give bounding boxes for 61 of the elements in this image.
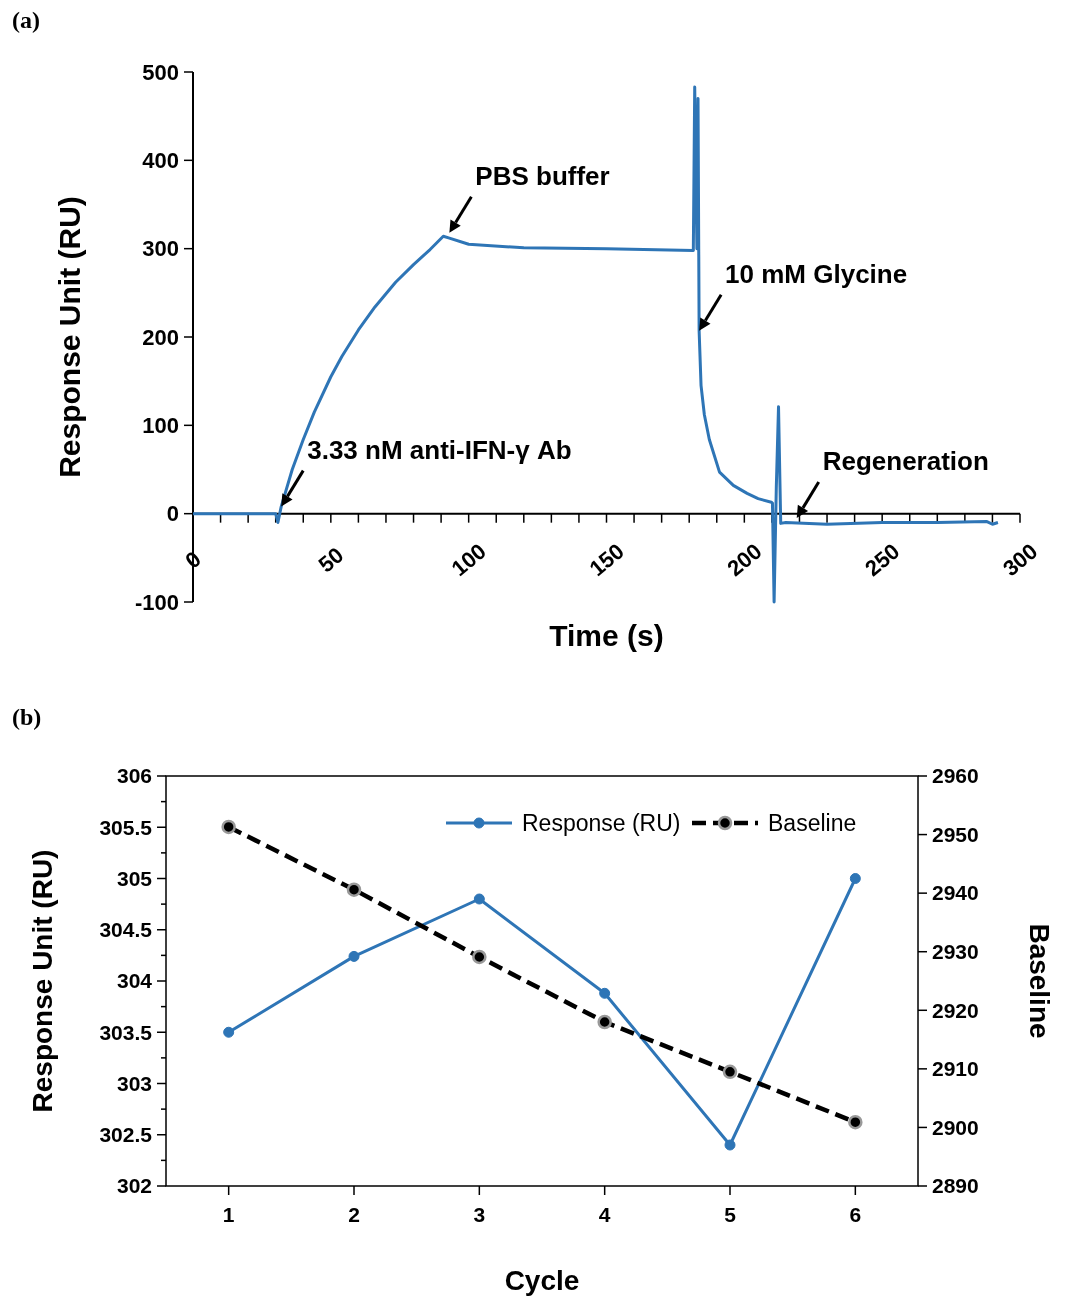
legend-label: Baseline — [768, 810, 857, 837]
y2-tick-label: 2920 — [932, 998, 979, 1022]
point — [722, 1064, 738, 1080]
y-tick-label: 304 — [116, 969, 153, 993]
y2-axis-title: Baseline — [1024, 923, 1055, 1039]
y-tick-label: 303 — [116, 1071, 152, 1095]
y-tick-label: -100 — [134, 589, 179, 615]
annotation: 10 mM Glycine — [725, 258, 908, 289]
y2-tick-label: 2930 — [932, 940, 979, 964]
annotation: Regeneration — [822, 446, 989, 477]
point — [346, 882, 362, 897]
x-tick-label: 300 — [998, 538, 1043, 582]
y2-tick-label: 2910 — [932, 1057, 979, 1081]
y-tick-label: 400 — [142, 148, 179, 174]
x-tick-label: 200 — [722, 538, 767, 582]
annotation: PBS buffer — [475, 160, 610, 191]
point — [221, 819, 236, 835]
y2-tick-label: 2940 — [932, 881, 979, 905]
y2-tick-label: 2950 — [932, 822, 979, 846]
y-tick-label: 305.5 — [99, 815, 153, 839]
x-tick-label: 4 — [598, 1203, 611, 1226]
x-tick-label: 100 — [446, 538, 491, 582]
y2-tick-label: 2890 — [932, 1174, 979, 1198]
y-tick-label: 302.5 — [99, 1123, 153, 1147]
y2-tick-label: 2900 — [932, 1115, 979, 1139]
annotation: 3.33 nM anti-IFN-γ Ab — [307, 434, 572, 465]
y-tick-label: 302 — [116, 1174, 152, 1198]
point — [472, 949, 487, 965]
x-tick-label: 3 — [473, 1203, 486, 1226]
x-tick-label: 6 — [849, 1203, 862, 1226]
x-tick-label: 50 — [313, 542, 349, 578]
y-tick-label: 100 — [142, 413, 179, 439]
point — [848, 1114, 863, 1130]
x-tick-label: 5 — [724, 1203, 737, 1226]
y-axis-title: Response Unit (RU) — [53, 196, 86, 478]
chart-title: (a) — [12, 7, 40, 33]
chart-title: (b) — [12, 704, 42, 730]
x-tick-label: 150 — [584, 538, 629, 582]
y-tick-label: 300 — [142, 236, 179, 262]
point — [597, 1014, 612, 1030]
point — [223, 1026, 235, 1038]
x-tick-label: 1 — [222, 1203, 235, 1226]
y-tick-label: 305 — [116, 866, 153, 890]
x-axis-title: Cycle — [504, 1265, 580, 1296]
point — [473, 893, 485, 905]
y-axis-title: Response Unit (RU) — [27, 849, 58, 1113]
point — [599, 987, 611, 999]
y-tick-label: 304.5 — [99, 918, 153, 942]
x-axis-title: Time (s) — [549, 619, 664, 652]
y-tick-label: 303.5 — [99, 1020, 153, 1044]
point — [348, 950, 360, 962]
point — [849, 873, 861, 884]
point — [724, 1139, 736, 1151]
x-tick-label: 250 — [860, 538, 905, 582]
y-tick-label: 306 — [116, 764, 152, 788]
x-tick-label: 2 — [348, 1203, 360, 1226]
legend-label: Response (RU) — [522, 810, 681, 837]
y2-tick-label: 2960 — [932, 764, 979, 788]
y-tick-label: 200 — [142, 324, 179, 350]
y-tick-label: 0 — [166, 501, 179, 527]
y-tick-label: 500 — [142, 59, 179, 85]
